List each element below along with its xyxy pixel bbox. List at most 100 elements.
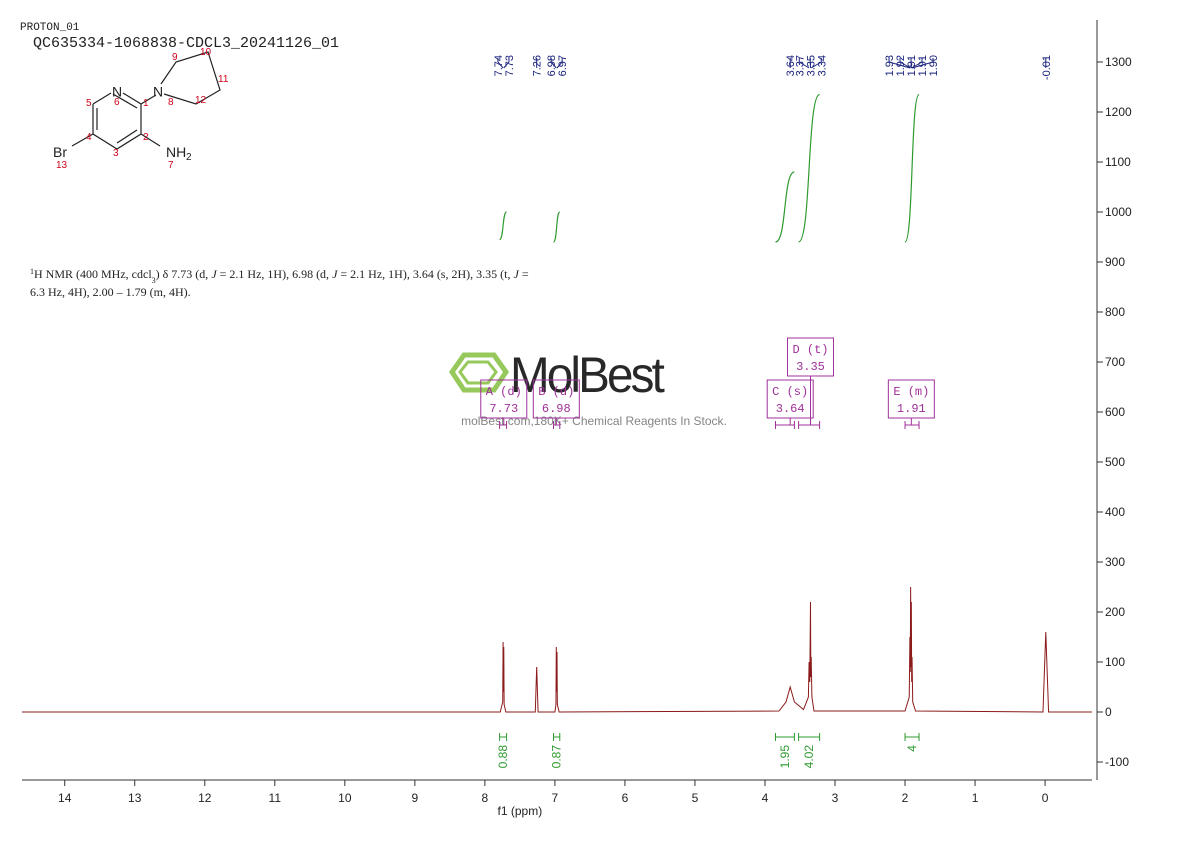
y-tick-label: 200 (1105, 605, 1125, 619)
spectrum-line (22, 586, 1092, 713)
y-tick-label: 0 (1105, 705, 1112, 719)
atom-number: 11 (218, 74, 229, 85)
peak-label: 1.91 (917, 55, 929, 76)
x-tick-label: 5 (692, 791, 699, 805)
multiplet-shift: 3.35 (796, 360, 825, 374)
peak-marker (899, 58, 911, 69)
nmr-description: 6.3 Hz, 4H), 2.00 – 1.79 (m, 4H). (30, 285, 191, 299)
atom: N (153, 84, 163, 100)
atom-number: 4 (86, 132, 92, 143)
description-part: ) δ 7.73 (d, (156, 267, 212, 281)
atom: Br (53, 144, 67, 160)
y-tick-label: 100 (1105, 655, 1125, 669)
integral-value: 1.95 (778, 745, 792, 769)
x-tick-label: 2 (902, 791, 909, 805)
logo-icon (448, 352, 510, 393)
y-tick-label: 1000 (1105, 205, 1132, 219)
y-tick-label: 400 (1105, 505, 1125, 519)
x-tick-label: 11 (269, 791, 282, 805)
multiplet-shift: 6.98 (542, 402, 571, 416)
peak-label: 7.26 (532, 55, 544, 76)
atom-number: 7 (168, 160, 174, 171)
atom-number: 13 (56, 160, 68, 171)
x-tick-label: 14 (58, 791, 72, 805)
peak-marker (798, 58, 810, 69)
description-part: J (513, 267, 519, 281)
x-tick-label: 0 (1042, 791, 1049, 805)
experiment: PROTON_01 (20, 22, 80, 34)
multiplet-range (499, 421, 508, 429)
atom-number: 5 (86, 98, 92, 109)
y-tick-label: 1300 (1105, 55, 1132, 69)
peak-label: 1.92 (895, 55, 907, 76)
y-tick-label: -100 (1105, 755, 1129, 769)
peak-marker (497, 58, 504, 69)
description-part: 3 (152, 276, 156, 285)
x-tick-label: 4 (762, 791, 769, 805)
multiplet-shift: 3.64 (776, 402, 805, 416)
multiplet-range (774, 421, 795, 429)
integral-value: 4 (905, 745, 919, 752)
integral-bracket (798, 733, 821, 741)
atom: NH (166, 144, 186, 160)
peak-label: -0.01 (1041, 55, 1053, 80)
integral-value: 4.02 (802, 745, 816, 769)
peak-label: 1.90 (928, 55, 940, 76)
description-part: = 2.1 Hz, 1H), 6.98 (d, (217, 267, 332, 281)
integral-value: 0.88 (496, 745, 510, 769)
multiplet-range (904, 421, 920, 429)
atom-number: 2 (143, 132, 149, 143)
peak-marker (911, 58, 923, 69)
multiplet-name: B (d) (538, 385, 574, 399)
x-tick-label: 6 (622, 791, 629, 805)
y-tick-label: 1200 (1105, 105, 1132, 119)
peak-label: 7.73 (504, 55, 516, 76)
x-tick-label: 13 (128, 791, 142, 805)
atom-number: 1 (143, 98, 149, 109)
multiplet-name: C (s) (772, 385, 808, 399)
y-tick-label: 300 (1105, 555, 1125, 569)
atom-number: 12 (195, 95, 207, 106)
x-tick-label: 9 (412, 791, 419, 805)
x-axis-label: f1 (ppm) (498, 804, 543, 818)
bonds (71, 51, 221, 150)
atom-number: 10 (200, 47, 212, 58)
peak-label: 1.93 (884, 55, 896, 76)
peak-label: 3.35 (805, 55, 817, 76)
peak-label: 3.37 (794, 55, 806, 76)
nmr-description: 1H NMR (400 MHz, cdcl3) δ 7.73 (d, J = 2… (30, 267, 529, 285)
peak-marker (911, 58, 934, 69)
peak-label: 7.74 (493, 55, 505, 76)
multiplet-shift: 1.91 (897, 402, 926, 416)
peak-label: 6.98 (546, 55, 558, 76)
y-tick-label: 800 (1105, 305, 1125, 319)
multiplet-shift: 7.73 (489, 402, 518, 416)
integral-value: 0.87 (550, 745, 564, 769)
y-tick-label: 600 (1105, 405, 1125, 419)
brand: MolBest (510, 347, 665, 403)
atom-number: 3 (113, 148, 119, 159)
integral-bracket (774, 733, 795, 741)
integral-curve (798, 93, 821, 243)
multiplet-range (798, 421, 821, 429)
x-tick-label: 7 (552, 791, 559, 805)
atom-number: 8 (168, 97, 174, 108)
multiplet-name: A (d) (486, 385, 522, 399)
peak-marker (503, 58, 510, 69)
integral-curve (904, 93, 920, 243)
logo-icon (458, 360, 498, 385)
description-part: 1 (30, 267, 34, 276)
multiplet-name: D (t) (792, 343, 828, 357)
peak-marker (810, 58, 822, 69)
atom: N (112, 84, 122, 100)
multiplet-range (552, 421, 561, 429)
atom-number: 9 (172, 52, 178, 63)
x-tick-label: 12 (198, 791, 212, 805)
integral-bracket (904, 733, 920, 741)
x-tick-label: 10 (338, 791, 352, 805)
tagline: molBest.com,180K+ Chemical Reagents In S… (461, 414, 727, 428)
y-tick-label: 500 (1105, 455, 1125, 469)
description-part: H NMR (400 MHz, cdcl (34, 267, 152, 281)
atom: 2 (186, 152, 192, 163)
multiplet-name: E (m) (893, 385, 929, 399)
